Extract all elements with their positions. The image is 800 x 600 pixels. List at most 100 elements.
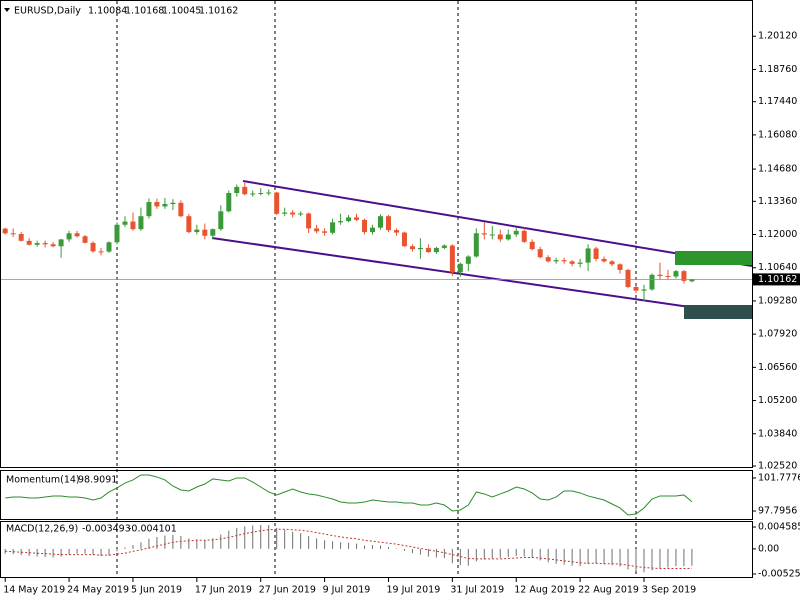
price-tag [752,273,800,286]
candle-body [513,230,519,235]
candle-body [689,279,695,282]
candle-body [242,186,248,195]
target-zone [684,305,752,319]
candle-body [274,192,280,214]
candle-body [457,263,463,273]
candle-body [569,261,575,264]
candle-body [338,221,344,223]
candle-body [26,240,32,245]
candle-body [346,217,352,222]
price-tag-label: 1.10162 [758,274,797,285]
x-tick-label: 5 Jun 2019 [131,585,182,596]
y-tick-label: 1.17440 [758,96,797,107]
y-tick-label: 1.10640 [758,262,797,273]
y-tick-label: 0.00 [758,543,779,554]
candle-body [577,262,583,264]
y-tick-label: -0.005254 [758,569,800,580]
candle-body [202,229,208,236]
candle-body [401,232,407,247]
candle-body [362,219,368,233]
candle-body [306,213,312,229]
candle-body [154,202,160,207]
candle-body [82,236,88,243]
momentum-title: Momentum(14) [6,475,80,486]
y-tick-label: 1.02520 [758,460,797,471]
candle-body [681,271,687,281]
y-tick-label: 1.20120 [758,31,797,42]
macd-value: -0.003493 [82,524,131,535]
candle-body [90,242,96,252]
candle-body [449,245,455,273]
trend-line [211,237,753,317]
candle-body [385,216,391,231]
candle-body [489,234,495,236]
candle-body [58,239,64,247]
momentum-value: 98.9091 [78,475,117,486]
candle-body [609,261,615,265]
signal-line [5,528,692,569]
y-tick-label: 1.13360 [758,196,797,207]
candle-body [266,192,272,194]
signal-value: -0.004101 [128,524,177,535]
x-tick-label: 3 Sep 2019 [642,585,696,596]
candle-body [665,276,671,278]
candle-body [553,260,559,262]
y-tick-label: 1.05200 [758,395,797,406]
x-tick-label: 27 Jun 2019 [259,585,316,596]
candle-body [130,221,136,230]
low-value: 1.10045 [162,6,201,17]
y-tick-label: 1.06560 [758,362,797,373]
candle-body [330,222,336,233]
y-tick-label: 97.7956 [758,505,797,516]
momentum-line [5,474,693,516]
candle-body [170,202,176,204]
trend-line [242,180,753,267]
candle-body [625,269,631,288]
candle-body [370,227,376,233]
symbol-title: EURUSD,Daily [14,6,81,17]
candle-body [226,193,232,212]
candle-body [505,234,511,240]
candle-body [18,234,24,241]
candle-body [601,258,607,262]
candle-body [250,193,256,195]
candle-body [529,241,535,250]
candle-body [465,256,471,264]
candle-body [633,287,639,291]
candle-body [441,245,447,248]
x-tick-label: 22 Aug 2019 [578,585,639,596]
y-tick-label: 1.09280 [758,295,797,306]
period-separators [116,1,637,578]
candle-body [649,274,655,290]
candle-body [34,243,40,245]
y-tick-label: 1.16080 [758,129,797,140]
x-tick-label: 19 Jul 2019 [386,585,440,596]
candle-body [314,228,320,232]
candle-body [322,231,328,233]
candle-body [258,193,264,195]
candle-body [354,217,360,220]
y-tick-label: 1.18760 [758,64,797,75]
candle-body [10,233,16,235]
y-tick-label: 1.03840 [758,428,797,439]
candle-body [417,247,423,250]
candle-body [194,229,200,233]
candle-body [298,213,304,215]
momentum-panel-frame [0,470,753,520]
candle-body [178,202,184,217]
channel [211,180,753,319]
candle-body [585,248,591,263]
y-tick-label: 1.07920 [758,329,797,340]
candle-body [545,257,551,262]
candle-body [114,224,120,243]
candle-body [433,247,439,253]
candle-body [186,216,192,233]
x-tick-label: 12 Aug 2019 [514,585,575,596]
candle-body [42,243,48,245]
macd-title: MACD(12,26,9) [6,524,78,535]
candle-body [473,233,479,257]
candle-body [146,202,152,217]
candle-body [74,233,80,237]
